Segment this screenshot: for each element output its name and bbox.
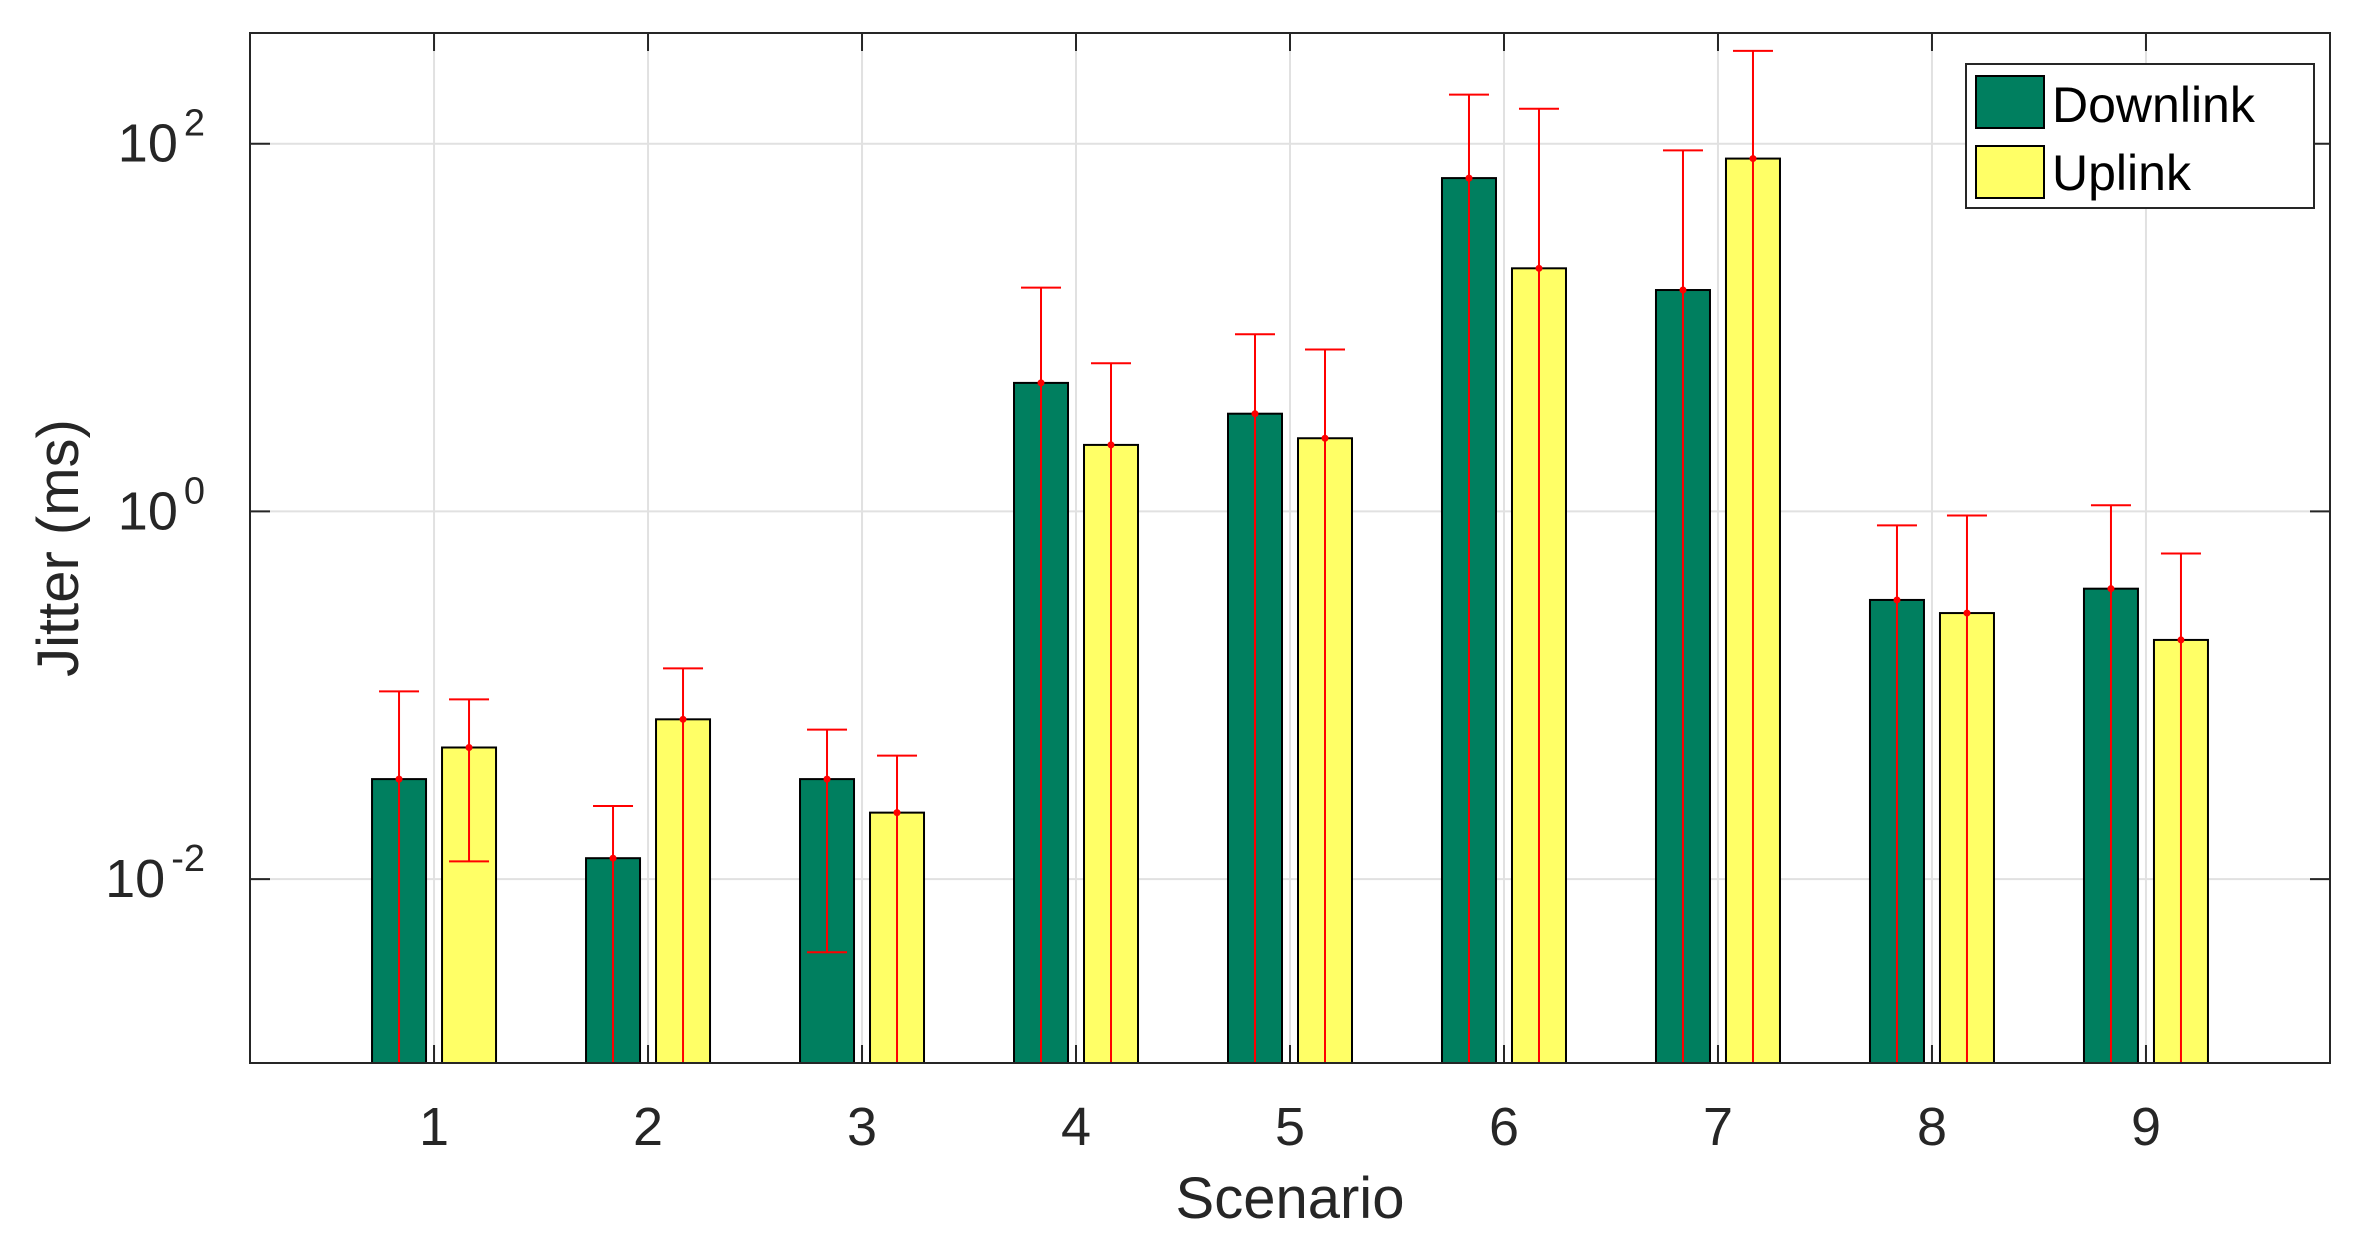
y-tick-label: 10 -2 (105, 838, 205, 909)
mean-marker (1749, 155, 1757, 163)
x-axis-ticks: 1 2 3 4 5 6 7 8 9 (419, 33, 2161, 1157)
y-tick-base: 10 (118, 114, 178, 174)
legend-label-uplink: Uplink (2052, 145, 2192, 201)
legend-label-downlink: Downlink (2052, 77, 2256, 133)
x-tick-label: 6 (1489, 1097, 1519, 1157)
y-tick-label: 10 2 (118, 103, 205, 174)
mean-marker (1963, 609, 1971, 617)
mean-marker (465, 743, 473, 751)
mean-marker (395, 775, 403, 783)
mean-marker (2107, 585, 2115, 593)
y-tick-exponent: 2 (184, 103, 205, 145)
legend-swatch-downlink (1975, 75, 2045, 129)
mean-marker (823, 775, 831, 783)
legend-swatch-uplink (1975, 145, 2045, 199)
y-tick-base: 10 (105, 849, 165, 909)
mean-marker (1535, 264, 1543, 272)
y-tick-label: 10 0 (118, 470, 205, 541)
x-tick-label: 1 (419, 1097, 449, 1157)
x-tick-label: 7 (1703, 1097, 1733, 1157)
x-axis-label: Scenario (1176, 1166, 1405, 1231)
x-tick-label: 8 (1917, 1097, 1947, 1157)
x-tick-label: 3 (847, 1097, 877, 1157)
mean-marker (1037, 379, 1045, 387)
x-tick-label: 5 (1275, 1097, 1305, 1157)
mean-marker (1107, 441, 1115, 449)
mean-marker (609, 854, 617, 862)
x-tick-label: 9 (2131, 1097, 2161, 1157)
legend: Downlink Uplink (1965, 63, 2315, 209)
mean-marker (893, 809, 901, 817)
mean-marker (1465, 174, 1473, 182)
mean-marker (679, 715, 687, 723)
mean-marker (1251, 410, 1259, 418)
bar-uplink (441, 746, 498, 1064)
x-tick-label: 2 (633, 1097, 663, 1157)
x-tick-label: 4 (1061, 1097, 1091, 1157)
mean-marker (1893, 596, 1901, 604)
mean-marker (1321, 434, 1329, 442)
y-tick-base: 10 (118, 481, 178, 541)
mean-marker (2177, 636, 2185, 644)
y-tick-exponent: 0 (184, 470, 205, 512)
y-tick-exponent: -2 (171, 838, 205, 880)
mean-marker (1679, 286, 1687, 294)
y-axis-label: Jitter (ms) (26, 419, 91, 677)
